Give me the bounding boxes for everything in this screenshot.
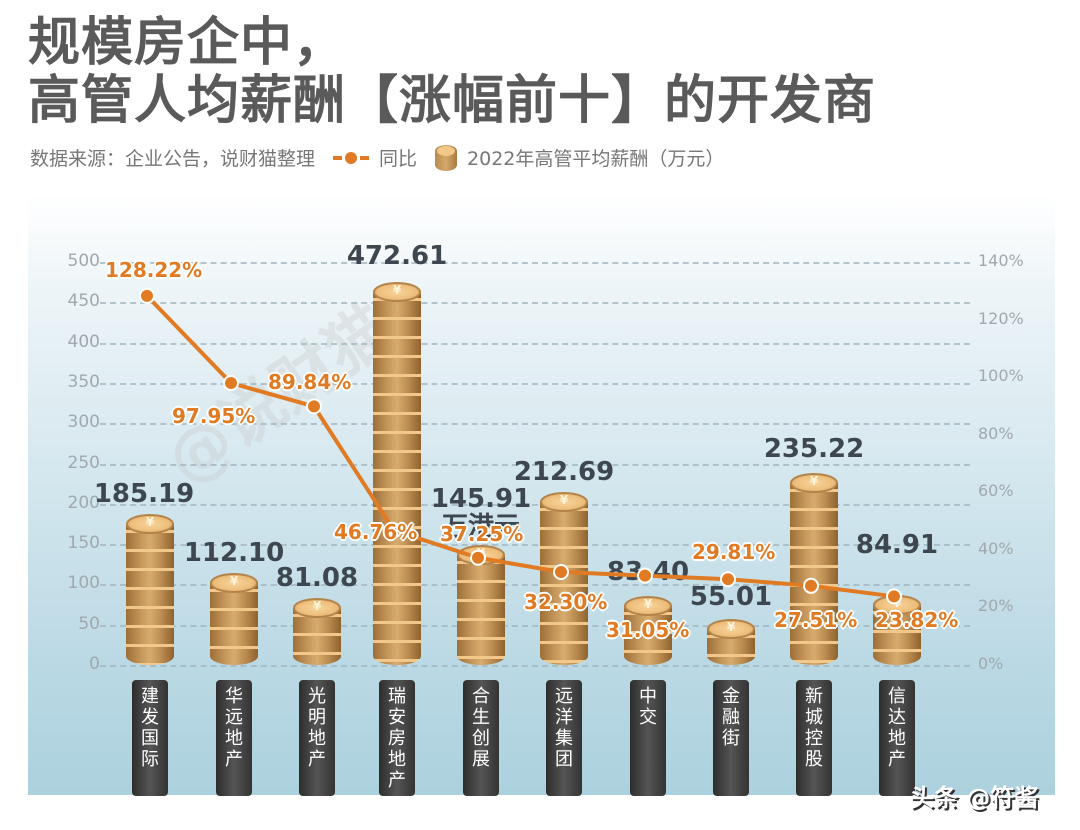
gridline bbox=[100, 544, 970, 547]
y-axis-tick-right: 100% bbox=[978, 366, 1024, 386]
y-axis-tick-left: 350 bbox=[67, 371, 100, 392]
coin-top-icon bbox=[210, 572, 258, 593]
category-label: 金融街 bbox=[713, 680, 749, 796]
category-label: 信达地产 bbox=[879, 680, 915, 796]
gridline bbox=[100, 302, 970, 305]
coin-stack-bar bbox=[293, 597, 341, 665]
gridline bbox=[100, 624, 970, 627]
y-axis-tick-left: 500 bbox=[67, 251, 100, 271]
gridline bbox=[100, 503, 970, 506]
gridline bbox=[100, 584, 970, 587]
coin-stack-bar bbox=[210, 572, 258, 665]
line-legend-label: 同比 bbox=[379, 148, 418, 170]
yoy-value-label: 97.95% bbox=[172, 404, 256, 428]
category-label: 瑞安房地产 bbox=[379, 680, 415, 796]
y-axis-tick-right: 60% bbox=[978, 481, 1014, 501]
yoy-point-marker bbox=[803, 577, 819, 594]
coin-stack-bar bbox=[873, 594, 921, 665]
y-axis-tick-left: 250 bbox=[67, 452, 100, 473]
category-label: 合生创展 bbox=[463, 680, 499, 796]
y-axis-tick-right: 140% bbox=[978, 251, 1024, 270]
y-axis-tick-right: 0% bbox=[978, 654, 1004, 673]
y-axis-tick-left: 100 bbox=[67, 573, 100, 594]
bar-value-label: 472.61 bbox=[346, 241, 448, 272]
yoy-value-label: 31.05% bbox=[606, 618, 690, 642]
gridline bbox=[100, 342, 970, 345]
gridline bbox=[100, 423, 970, 426]
bar-value-label: 235.22 bbox=[763, 434, 865, 465]
yoy-value-label: 37.25% bbox=[440, 522, 524, 546]
bar-value-label: 212.69 bbox=[513, 456, 615, 487]
data-source: 数据来源：企业公告，说财猫整理 bbox=[30, 148, 316, 170]
category-label: 中交 bbox=[630, 680, 666, 796]
coin-stack-bar bbox=[126, 513, 174, 665]
y-axis-tick-right: 80% bbox=[978, 423, 1014, 443]
yoy-value-label: 29.81% bbox=[692, 540, 776, 564]
yoy-value-label: 32.30% bbox=[524, 590, 608, 614]
chart-title: 规模房企中， 高管人均薪酬【涨幅前十】的开发商 bbox=[28, 14, 876, 130]
coin-stack-bar bbox=[373, 282, 421, 665]
coin-top-icon bbox=[624, 595, 672, 616]
gridline bbox=[100, 382, 970, 385]
yoy-value-label: 46.76% bbox=[334, 520, 418, 544]
coin-top-icon bbox=[126, 513, 174, 534]
yoy-value-label: 23.82% bbox=[875, 608, 959, 632]
category-label: 远洋集团 bbox=[546, 680, 582, 796]
coin-top-icon bbox=[540, 491, 588, 512]
yoy-value-label: 89.84% bbox=[268, 370, 352, 394]
bar-value-label: 55.01 bbox=[689, 581, 773, 612]
author-credit: 头条 @符酱 bbox=[910, 784, 1039, 812]
title-line-1: 规模房企中， bbox=[28, 13, 347, 73]
coin-top-icon bbox=[373, 282, 421, 303]
coin-stack-bar bbox=[707, 618, 755, 665]
coin-stack-bar bbox=[624, 595, 672, 665]
subtitle-legend: 数据来源：企业公告，说财猫整理 同比 2022年高管平均薪酬（万元） bbox=[30, 144, 724, 171]
yoy-point-marker bbox=[886, 588, 902, 605]
yoy-point-marker bbox=[139, 287, 155, 304]
category-label: 华远地产 bbox=[216, 680, 252, 796]
coin-top-icon bbox=[293, 597, 341, 618]
yoy-point-marker bbox=[637, 567, 653, 584]
y-axis-tick-left: 0 bbox=[89, 654, 100, 674]
y-axis-tick-left: 150 bbox=[67, 533, 100, 554]
yoy-point-marker bbox=[306, 398, 322, 415]
y-axis-tick-left: 50 bbox=[78, 613, 100, 634]
yoy-point-marker bbox=[720, 571, 736, 588]
gridline bbox=[100, 665, 970, 667]
yoy-point-marker bbox=[470, 549, 486, 566]
currency-note: 万港元 bbox=[441, 512, 520, 543]
gridline bbox=[100, 262, 970, 264]
line-legend-icon bbox=[333, 151, 370, 164]
bar-value-label: 84.91 bbox=[855, 529, 939, 560]
y-axis-tick-right: 20% bbox=[978, 596, 1014, 616]
bar-value-label: 112.10 bbox=[183, 537, 285, 568]
coin-top-icon bbox=[707, 618, 755, 639]
category-label: 新城控股 bbox=[796, 680, 832, 796]
bar-value-label: 185.19 bbox=[93, 478, 195, 509]
y-axis-tick-right: 40% bbox=[978, 538, 1014, 558]
yoy-point-marker bbox=[386, 522, 402, 539]
yoy-value-label: 128.22% bbox=[105, 258, 203, 282]
y-axis-tick-left: 450 bbox=[67, 291, 100, 312]
y-axis-tick-left: 400 bbox=[67, 331, 100, 352]
coin-top-icon bbox=[790, 473, 838, 494]
category-label: 建发国际 bbox=[132, 680, 168, 796]
coin-stack-bar bbox=[790, 473, 838, 665]
category-label: 光明地产 bbox=[299, 680, 335, 796]
y-axis-tick-left: 200 bbox=[67, 492, 100, 513]
bar-legend-label: 2022年高管平均薪酬（万元） bbox=[467, 148, 725, 170]
yoy-point-marker bbox=[223, 375, 239, 392]
title-line-2: 高管人均薪酬【涨幅前十】的开发商 bbox=[28, 71, 877, 131]
bar-value-label: 145.91 万港元 bbox=[430, 484, 532, 543]
bar-value-label: 81.08 bbox=[275, 562, 359, 593]
y-axis-tick-right: 120% bbox=[978, 308, 1024, 328]
yoy-value-label: 27.51% bbox=[774, 608, 858, 632]
gridline bbox=[100, 463, 970, 466]
coin-legend-icon bbox=[435, 144, 458, 171]
yoy-point-marker bbox=[553, 564, 569, 581]
y-axis-tick-left: 300 bbox=[67, 412, 100, 433]
